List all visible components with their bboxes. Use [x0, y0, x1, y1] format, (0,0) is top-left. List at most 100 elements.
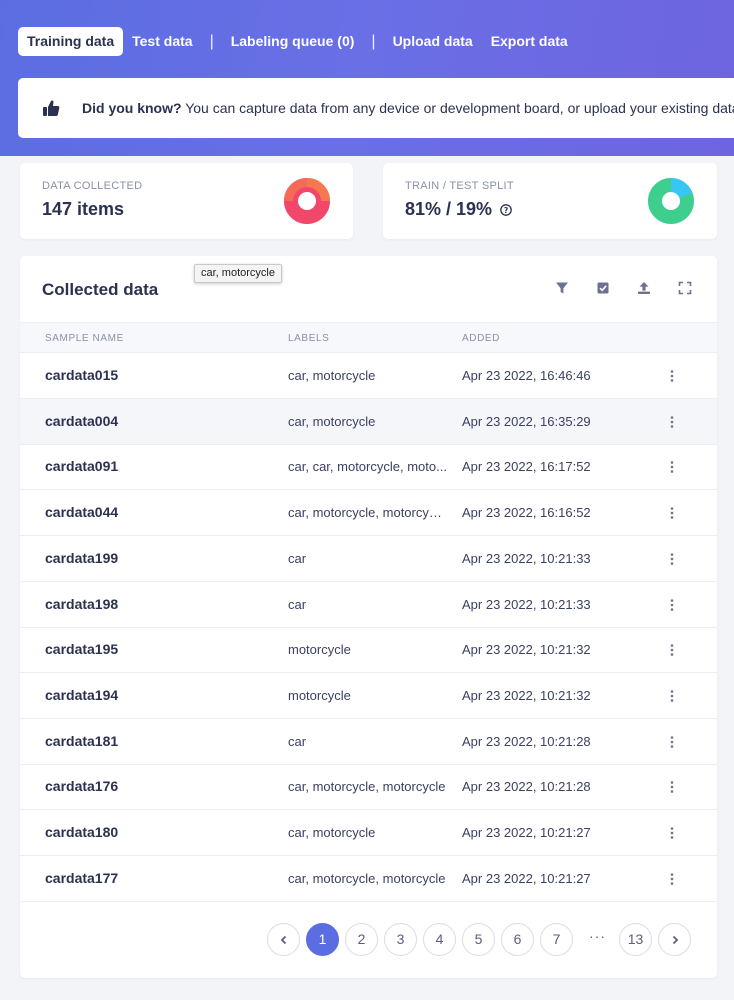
sample-name: cardata177 — [45, 869, 119, 886]
table-row[interactable]: cardata176 car, motorcycle, motorcycle Apr… — [20, 764, 717, 811]
sample-added: Apr 23 2022, 10:21:27 — [462, 825, 591, 840]
page-button-13[interactable]: 13 — [619, 923, 652, 956]
table-header: SAMPLE NAME LABELS ADDED — [20, 322, 717, 353]
header-labels[interactable]: LABELS — [288, 333, 330, 344]
table-row[interactable]: cardata198 car Apr 23 2022, 10:21:33 — [20, 582, 717, 628]
sample-labels: car, car, motorcycle, moto... — [288, 459, 447, 475]
table-row[interactable]: cardata180 car, motorcycle Apr 23 2022, 10… — [20, 810, 717, 856]
train-test-split-value: 81% / 19% ? — [405, 199, 512, 220]
sample-name: cardata198 — [45, 595, 119, 612]
did-you-know-banner: Did you know? You can capture data from … — [18, 78, 734, 138]
page-button-4[interactable]: 4 — [423, 923, 456, 956]
row-menu-icon[interactable] — [667, 460, 677, 474]
table-row[interactable]: cardata194 motorcycle Apr 23 2022, 10:21:3… — [20, 673, 717, 719]
upload-icon[interactable] — [637, 281, 651, 295]
help-circle-icon[interactable]: ? — [500, 203, 512, 216]
row-menu-icon[interactable] — [667, 872, 677, 886]
collected-data-panel: Collected data car, motorcycle SAMPLE NA… — [20, 256, 717, 978]
sample-added: Apr 23 2022, 10:21:33 — [462, 596, 591, 612]
page-button-1[interactable]: 1 — [306, 923, 339, 956]
collected-donut-segment — [307, 178, 330, 201]
sample-added: Apr 23 2022, 10:21:32 — [462, 687, 591, 703]
page-button-3[interactable]: 3 — [384, 923, 417, 956]
sample-added: Apr 23 2022, 10:21:27 — [462, 870, 591, 886]
table-row[interactable]: cardata015 car, motorcycle Apr 23 2022, 16… — [20, 353, 717, 399]
labels-tooltip: car, motorcycle — [194, 264, 282, 283]
page-button-6[interactable]: 6 — [501, 923, 534, 956]
header-added[interactable]: ADDED — [462, 333, 501, 344]
sample-name: cardata004 — [45, 412, 119, 429]
sample-name: cardata181 — [45, 732, 119, 749]
row-menu-icon[interactable] — [667, 415, 677, 429]
sample-added: Apr 23 2022, 16:35:29 — [462, 413, 591, 429]
tab-export-data[interactable]: Export data — [490, 33, 568, 49]
sample-labels: car, motorcycle, motorcycl... — [288, 505, 448, 521]
table-row[interactable]: cardata004 car, motorcycle Apr 23 2022, 16… — [20, 398, 717, 445]
collected-data-title: Collected data — [42, 280, 159, 299]
tab-training-data[interactable]: Training data — [18, 27, 124, 56]
sample-name: cardata176 — [45, 778, 119, 795]
tab-upload-data[interactable]: Upload data — [392, 33, 473, 49]
sample-labels: car, motorcycle, motorcycle — [288, 870, 446, 886]
table-row[interactable]: cardata177 car, motorcycle, motorcycle Apr… — [20, 856, 717, 902]
sample-added: Apr 23 2022, 10:21:33 — [462, 550, 591, 566]
train-test-split-text: 81% / 19% — [405, 199, 493, 219]
data-collected-value: 147 items — [42, 199, 124, 220]
data-collected-donut — [284, 178, 330, 224]
row-menu-icon[interactable] — [667, 689, 677, 703]
sample-labels: car, motorcycle — [288, 413, 376, 429]
sample-labels: car, motorcycle — [288, 368, 376, 383]
tab-labeling-queue[interactable]: Labeling queue (0) — [230, 33, 355, 49]
sample-labels: car — [288, 596, 307, 612]
row-menu-icon[interactable] — [667, 598, 677, 612]
page-button-2[interactable]: 2 — [345, 923, 378, 956]
sample-name: cardata180 — [45, 824, 119, 840]
row-menu-icon[interactable] — [667, 643, 677, 657]
prev-page-button[interactable] — [267, 923, 300, 956]
train-test-split-donut — [648, 178, 694, 224]
table-row[interactable]: cardata044 car, motorcycle, motorcycl... A… — [20, 490, 717, 537]
row-menu-icon[interactable] — [667, 826, 677, 840]
next-page-button[interactable] — [658, 923, 691, 956]
sample-added: Apr 23 2022, 16:17:52 — [462, 459, 591, 475]
sample-labels: car — [288, 550, 307, 566]
expand-icon[interactable] — [678, 281, 692, 295]
table-row[interactable]: cardata091 car, car, motorcycle, moto... A… — [20, 444, 717, 491]
sample-labels: car, motorcycle — [288, 825, 376, 840]
sample-name: cardata044 — [45, 504, 119, 521]
row-menu-icon[interactable] — [667, 369, 677, 383]
table-row[interactable]: cardata195 motorcycle Apr 23 2022, 10:21:3… — [20, 627, 717, 674]
sample-labels: car — [288, 733, 307, 749]
sample-labels: car, motorcycle, motorcycle — [288, 779, 446, 795]
sample-name: cardata194 — [45, 686, 119, 703]
filter-icon[interactable] — [555, 281, 569, 295]
row-menu-icon[interactable] — [667, 506, 677, 520]
header-banner: Training data Test data | Labeling queue… — [0, 0, 734, 156]
pagination-ellipsis: ··· — [589, 928, 606, 944]
table-row[interactable]: cardata181 car Apr 23 2022, 10:21:28 — [20, 719, 717, 765]
sample-name: cardata015 — [45, 367, 119, 383]
sample-added: Apr 23 2022, 10:21:32 — [462, 642, 591, 658]
row-menu-icon[interactable] — [667, 735, 677, 749]
tip-text: Did you know? You can capture data from … — [82, 100, 734, 116]
sample-added: Apr 23 2022, 16:16:52 — [462, 505, 591, 521]
sample-added: Apr 23 2022, 16:46:46 — [462, 368, 591, 383]
sample-labels: motorcycle — [288, 642, 351, 658]
table-row[interactable]: cardata199 car Apr 23 2022, 10:21:33 — [20, 536, 717, 582]
row-menu-icon[interactable] — [667, 552, 677, 566]
data-tabs: Training data Test data | Labeling queue… — [18, 27, 577, 56]
train-test-split-title: TRAIN / TEST SPLIT — [405, 180, 514, 192]
split-donut-test — [648, 178, 694, 224]
tip-body: You can capture data from any device or … — [181, 100, 734, 116]
sample-name: cardata091 — [45, 458, 119, 475]
sample-labels: motorcycle — [288, 687, 351, 703]
tip-bold: Did you know? — [82, 100, 182, 116]
row-menu-icon[interactable] — [667, 780, 677, 794]
select-checkbox-icon[interactable] — [596, 281, 610, 295]
page-button-5[interactable]: 5 — [462, 923, 495, 956]
tab-divider: | — [371, 32, 376, 50]
tab-test-data[interactable]: Test data — [132, 33, 193, 49]
page-button-7[interactable]: 7 — [540, 923, 573, 956]
data-collected-count: 147 items — [42, 199, 125, 219]
header-sample-name[interactable]: SAMPLE NAME — [45, 333, 124, 344]
